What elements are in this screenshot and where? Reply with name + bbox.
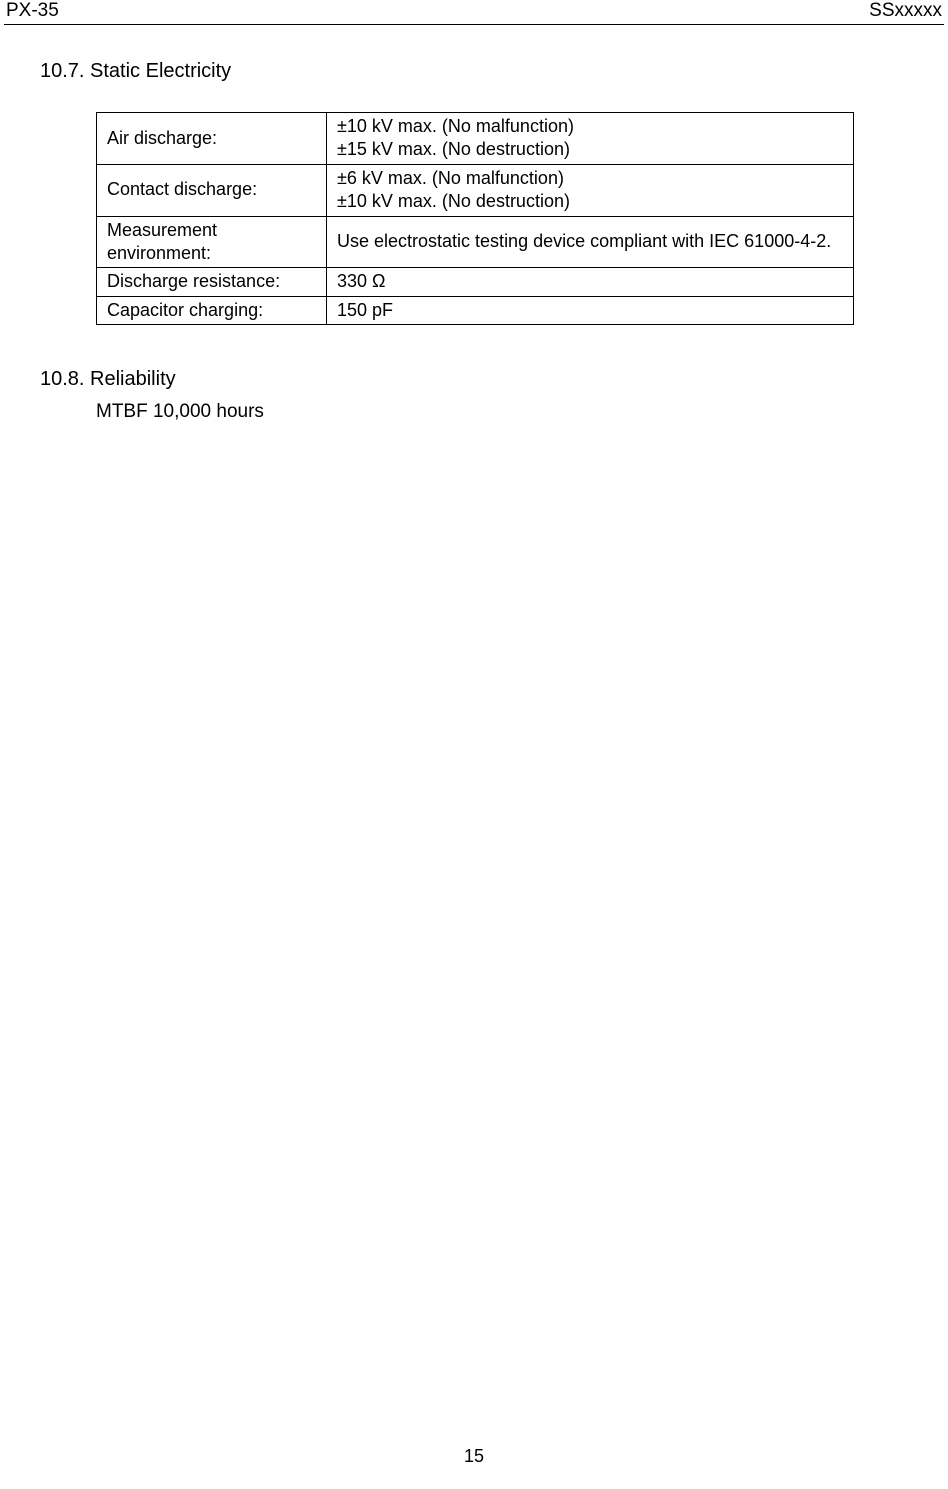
page: PX-35 SSxxxxx 10.7. Static Electricity A… [0,0,948,1489]
table-cell-value: Use electrostatic testing device complia… [327,216,854,268]
header-right: SSxxxxx [869,0,942,22]
table-cell-value: ±6 kV max. (No malfunction) ±10 kV max. … [327,164,854,216]
table-row: Measurement environment: Use electrostat… [97,216,854,268]
value-line: ±15 kV max. (No destruction) [337,139,570,159]
reliability-body: MTBF 10,000 hours [96,401,264,423]
value-line: ±10 kV max. (No destruction) [337,191,570,211]
section-heading-10-7: 10.7. Static Electricity [40,60,231,83]
key-line: Measurement [107,220,217,240]
page-number: 15 [464,1446,484,1466]
table-cell-value: 330 Ω [327,268,854,296]
header-rule [4,24,944,25]
table-row: Capacitor charging: 150 pF [97,296,854,324]
table-cell-key: Discharge resistance: [97,268,327,296]
table-row: Discharge resistance: 330 Ω [97,268,854,296]
table-cell-key: Contact discharge: [97,164,327,216]
table-row: Contact discharge: ±6 kV max. (No malfun… [97,164,854,216]
table-cell-key: Air discharge: [97,113,327,165]
header-left: PX-35 [6,0,59,22]
table-cell-value: 150 pF [327,296,854,324]
page-footer: 15 [0,1446,948,1467]
value-line: ±6 kV max. (No malfunction) [337,168,564,188]
static-electricity-table: Air discharge: ±10 kV max. (No malfuncti… [96,112,854,325]
table-cell-key: Capacitor charging: [97,296,327,324]
table-cell-key: Measurement environment: [97,216,327,268]
value-line: ±10 kV max. (No malfunction) [337,116,574,136]
table-row: Air discharge: ±10 kV max. (No malfuncti… [97,113,854,165]
key-line: environment: [107,243,211,263]
table-cell-value: ±10 kV max. (No malfunction) ±15 kV max.… [327,113,854,165]
page-header: PX-35 SSxxxxx [0,0,948,22]
section-heading-10-8: 10.8. Reliability [40,368,176,391]
